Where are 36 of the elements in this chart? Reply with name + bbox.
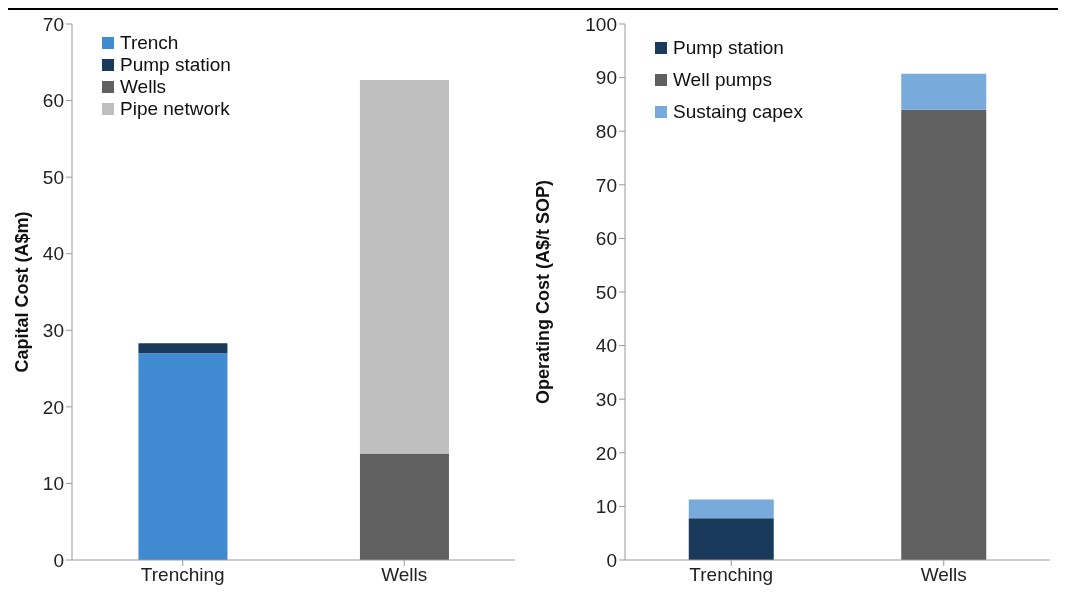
y-axis-title: Capital Cost (A$m) (12, 211, 33, 373)
legend-label: Pump station (120, 54, 231, 76)
legend-label: Pump station (673, 36, 784, 60)
y-tick-label: 30 (42, 320, 64, 342)
x-tick-label: Wells (381, 564, 428, 586)
y-tick-label: 20 (42, 396, 64, 418)
y-tick-label: 70 (595, 174, 617, 196)
legend-label: Well pumps (673, 68, 772, 92)
legend-label: Wells (120, 76, 167, 98)
y-tick-label: 70 (42, 13, 64, 35)
legend-label: Sustaing capex (673, 100, 803, 124)
y-tick-label: 90 (595, 67, 617, 89)
y-tick-label: 40 (42, 243, 64, 265)
y-tick-label: 0 (53, 549, 64, 571)
x-tick-label: Wells (920, 564, 967, 586)
bar (688, 499, 774, 519)
y-axis-title: Operating Cost (A$/t SOP) (533, 179, 554, 405)
y-tick-label: 100 (585, 13, 617, 35)
y-tick-label: 10 (595, 496, 617, 518)
y-tick-label: 60 (595, 228, 617, 250)
y-tick-label: 20 (595, 442, 617, 464)
y-tick-label: 30 (595, 388, 617, 410)
y-tick-label: 50 (42, 166, 64, 188)
y-tick-label: 50 (595, 281, 617, 303)
x-tick-label: Trenching (140, 564, 225, 586)
bar (688, 518, 774, 560)
y-tick-label: 80 (595, 120, 617, 142)
legend-label: Pipe network (120, 98, 230, 120)
bar (901, 73, 987, 110)
legend-label: Trench (120, 32, 179, 54)
y-tick-label: 10 (42, 473, 64, 495)
bar (901, 109, 987, 560)
x-tick-label: Trenching (689, 564, 774, 586)
y-tick-label: 60 (42, 90, 64, 112)
y-tick-label: 40 (595, 335, 617, 357)
y-tick-label: 0 (606, 549, 617, 571)
